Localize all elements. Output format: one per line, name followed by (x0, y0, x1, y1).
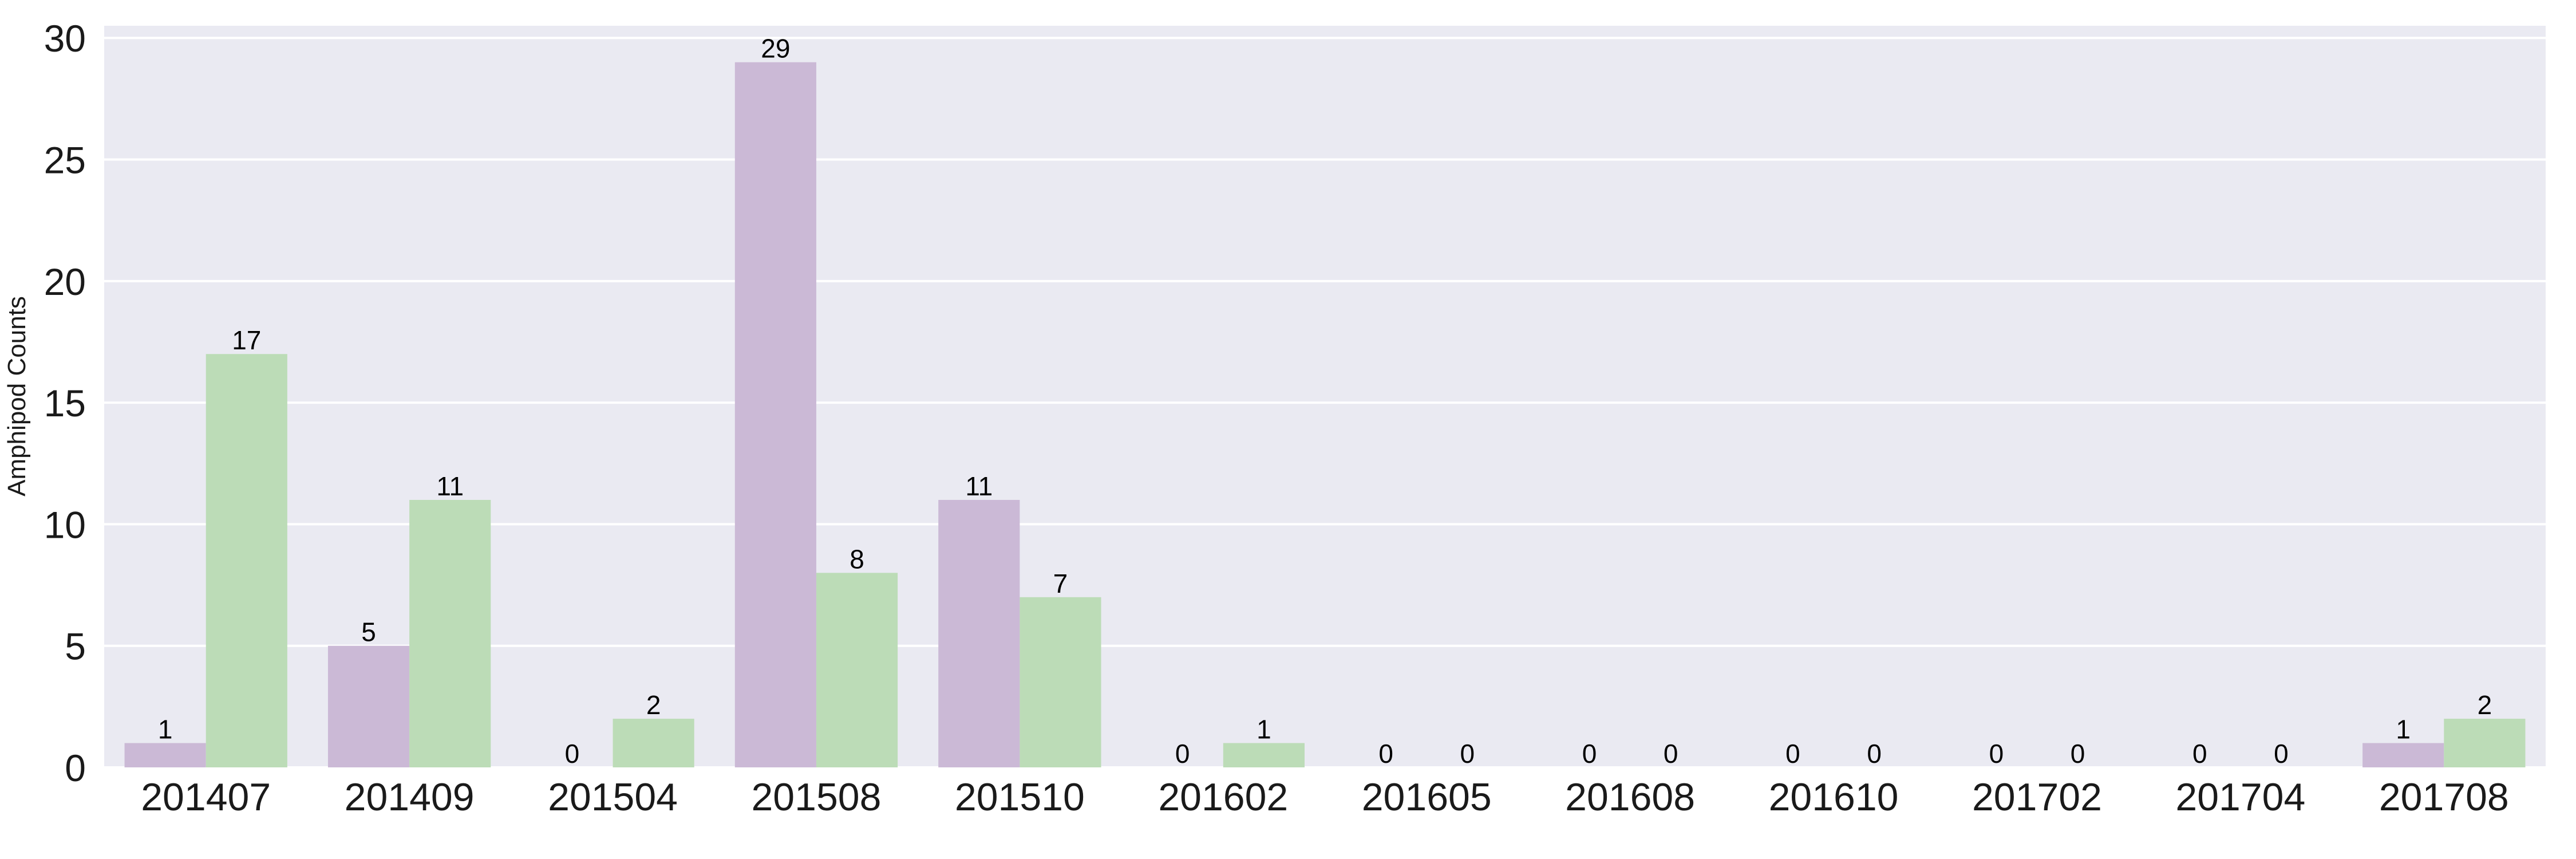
data-label: 11 (436, 471, 464, 501)
x-tick-label: 201704 (2175, 775, 2305, 819)
y-tick-label: 20 (44, 261, 86, 303)
x-tick-label: 201602 (1158, 775, 1288, 819)
bar-201508-series-1 (734, 62, 816, 768)
grid-lines (104, 37, 2546, 769)
bars (124, 62, 2526, 768)
x-tick-label: 201610 (1769, 775, 1899, 819)
data-label: 0 (1378, 739, 1393, 769)
bar-201504-series-2 (613, 719, 694, 767)
data-label: 2 (646, 690, 661, 720)
x-tick-label: 201708 (2379, 775, 2509, 819)
data-label: 5 (361, 617, 376, 647)
plot-area (104, 26, 2546, 767)
x-tick-label: 201608 (1565, 775, 1695, 819)
data-label: 0 (1175, 739, 1190, 769)
data-label: 1 (158, 715, 173, 744)
x-axis-ticks: 201407 201409 201504 201508 201510 201602 2016… (141, 775, 2509, 819)
y-axis-label: Amphipod Counts (3, 296, 31, 497)
data-label: 0 (1664, 739, 1678, 769)
data-label: 0 (2192, 739, 2207, 769)
data-label: 0 (2274, 739, 2289, 769)
y-tick-label: 15 (44, 382, 86, 424)
data-label: 17 (232, 325, 261, 355)
bar-201708-series-2 (2444, 719, 2526, 767)
data-label: 0 (1582, 739, 1597, 769)
bar-201409-series-1 (327, 645, 410, 767)
x-tick-label: 201605 (1362, 775, 1492, 819)
bar-201407-series-1 (124, 743, 206, 767)
x-tick-label: 201409 (345, 775, 475, 819)
data-label: 0 (1785, 739, 1800, 769)
data-label: 0 (1989, 739, 2004, 769)
y-tick-label: 0 (65, 747, 86, 789)
bar-201409-series-2 (409, 499, 491, 767)
bar-201602-series-2 (1223, 743, 1305, 767)
y-tick-label: 30 (44, 17, 86, 60)
y-tick-label: 5 (65, 625, 86, 668)
data-label: 8 (850, 544, 864, 574)
bar-201510-series-2 (1020, 597, 1101, 767)
x-tick-label: 201407 (141, 775, 271, 819)
data-label: 0 (2071, 739, 2085, 769)
x-tick-label: 201508 (751, 775, 881, 819)
data-label: 29 (761, 34, 790, 64)
x-tick-label: 201510 (955, 775, 1085, 819)
data-label: 0 (565, 739, 580, 769)
x-tick-label: 201702 (1972, 775, 2102, 819)
y-tick-label: 25 (44, 139, 86, 182)
data-label: 2 (2478, 690, 2492, 720)
y-axis-ticks: 0 5 10 15 20 25 30 (44, 17, 86, 789)
data-label: 0 (1867, 739, 1882, 769)
x-tick-label: 201504 (548, 775, 678, 819)
data-label: 11 (965, 471, 993, 501)
data-label: 1 (1257, 715, 1271, 744)
bar-201510-series-1 (938, 499, 1020, 767)
bar-201708-series-1 (2362, 743, 2444, 767)
data-label: 7 (1053, 569, 1068, 598)
bar-201407-series-2 (206, 354, 287, 767)
bar-201508-series-2 (816, 573, 898, 767)
y-tick-label: 10 (44, 503, 86, 546)
data-label: 1 (2396, 715, 2411, 744)
data-label: 0 (1460, 739, 1475, 769)
